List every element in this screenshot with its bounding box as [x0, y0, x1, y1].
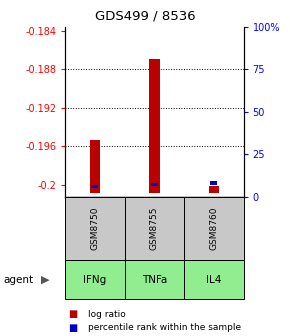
Text: IL4: IL4: [206, 275, 222, 285]
Text: percentile rank within the sample: percentile rank within the sample: [88, 323, 242, 332]
Text: GSM8755: GSM8755: [150, 207, 159, 250]
Bar: [125, 197, 184, 260]
Bar: [125, 260, 184, 299]
Bar: [65, 260, 125, 299]
Text: ▶: ▶: [41, 275, 49, 285]
Text: IFNg: IFNg: [83, 275, 107, 285]
Bar: [151, 183, 158, 186]
Bar: [184, 260, 244, 299]
Text: GSM8750: GSM8750: [90, 207, 99, 250]
Bar: [211, 181, 217, 184]
Text: log ratio: log ratio: [88, 310, 126, 319]
Bar: [90, 140, 100, 193]
Bar: [149, 59, 160, 193]
Text: ■: ■: [68, 309, 77, 319]
Text: agent: agent: [3, 275, 33, 285]
Bar: [184, 197, 244, 260]
Text: ■: ■: [68, 323, 77, 333]
Text: GSM8760: GSM8760: [209, 207, 218, 250]
Bar: [209, 186, 219, 193]
Bar: [92, 185, 98, 188]
Text: GDS499 / 8536: GDS499 / 8536: [95, 9, 195, 23]
Bar: [65, 197, 125, 260]
Text: TNFa: TNFa: [142, 275, 167, 285]
